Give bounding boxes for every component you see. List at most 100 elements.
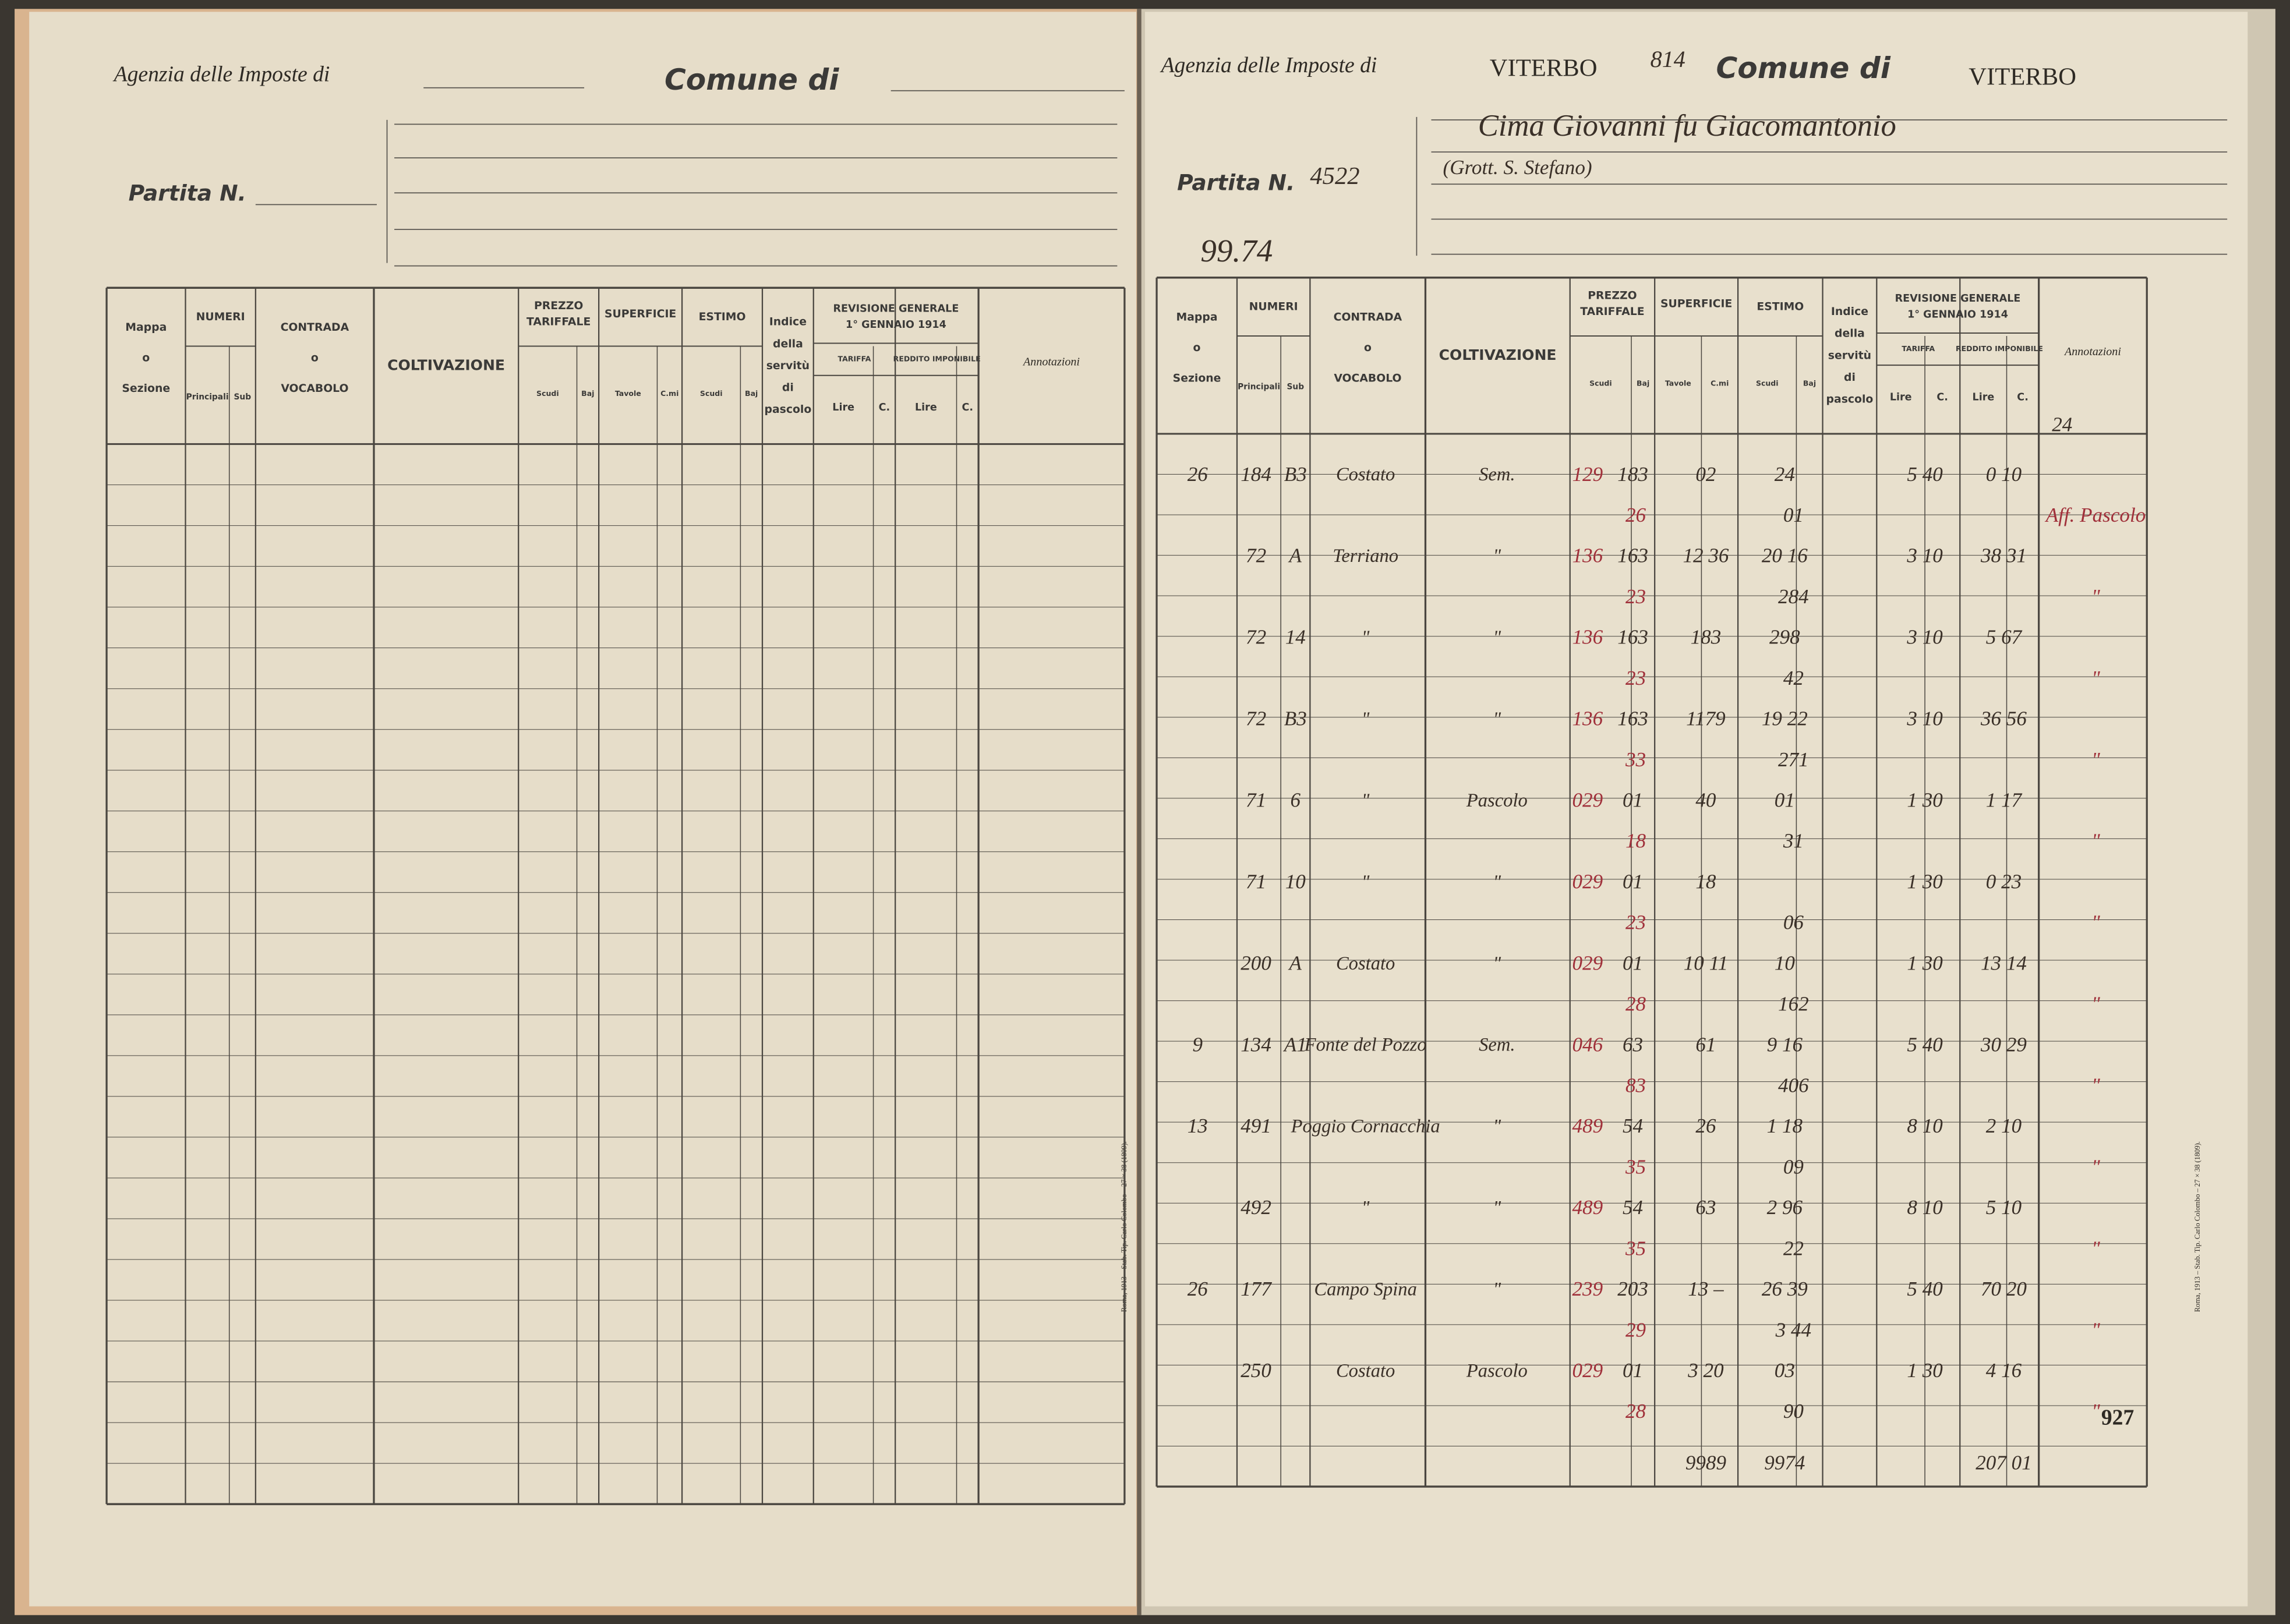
header-label: REVISIONE GENERALE (833, 303, 959, 315)
header-label: Lire (1973, 391, 1995, 403)
entry-prezzo: 01 (1623, 951, 1643, 974)
entry-estimo-2: 42 (1783, 667, 1804, 689)
entry-classe: 18 (1625, 830, 1646, 852)
entry-tariffa: 1 30 (1907, 1359, 1943, 1382)
header-label: C.mi (660, 389, 678, 398)
entry-estimo-2: 271 (1778, 748, 1809, 771)
header-label: Baj (581, 389, 594, 398)
total-estimo: 9974 (1764, 1451, 1805, 1474)
entry-estimo: 01 (1775, 789, 1795, 812)
header-label: Sezione (1173, 373, 1221, 385)
entry-principali: 71 (1246, 789, 1266, 812)
entry-reddito: 5 67 (1986, 626, 2023, 649)
entry-principali: 72 (1246, 626, 1266, 649)
header-label: della (773, 338, 803, 350)
entry-coltivazione: Pascolo (1466, 790, 1528, 811)
note: 99.74 (1200, 233, 1273, 268)
entry-superficie: 40 (1695, 789, 1716, 812)
entry-contrada: Costato (1336, 953, 1395, 974)
header-label: SUPERFICIE (605, 308, 676, 320)
entry-prezzo-red: 239 (1572, 1278, 1603, 1300)
entry-annotazione: Aff. Pascolo (2045, 504, 2146, 526)
entry-prezzo-red: 046 (1572, 1033, 1603, 1056)
entry-superficie: 63 (1695, 1196, 1716, 1219)
header-label: TARIFFA (838, 355, 871, 363)
header-label: pascolo (1826, 394, 1874, 406)
entry-estimo-2: 09 (1783, 1155, 1804, 1178)
header-label: servitù (766, 360, 810, 372)
final-note: 927 (2101, 1405, 2134, 1430)
entry-tariffa: 3 10 (1906, 626, 1943, 649)
entry-coltivazione: " (1493, 953, 1501, 974)
entry-coltivazione: " (1493, 1198, 1501, 1219)
entry-annotazione: " (2091, 1074, 2100, 1097)
header-label: Scudi (536, 389, 559, 398)
entry-estimo-2: 284 (1778, 585, 1809, 608)
entry-mappa: 9 (1193, 1033, 1203, 1056)
entry-superficie: 12 36 (1683, 544, 1729, 567)
entry-reddito: 13 14 (1981, 951, 2027, 974)
entry-tariffa: 5 40 (1907, 1278, 1943, 1300)
entry-annotazione: " (2091, 830, 2100, 852)
header-label: COLTIVAZIONE (387, 356, 505, 373)
entry-prezzo: 54 (1623, 1114, 1643, 1137)
entry-classe: 29 (1625, 1318, 1646, 1341)
entry-estimo: 9 16 (1767, 1033, 1803, 1056)
entry-prezzo: 01 (1623, 1359, 1643, 1382)
entry-reddito: 4 16 (1986, 1359, 2022, 1382)
entry-classe: 35 (1625, 1237, 1646, 1259)
entry-tariffa: 1 30 (1907, 870, 1943, 893)
entry-estimo-2: 162 (1778, 993, 1809, 1016)
entry-estimo: 2 96 (1767, 1196, 1803, 1219)
entry-prezzo-red: 136 (1572, 626, 1603, 649)
header-label: C. (1936, 391, 1948, 403)
entry-reddito: 30 29 (1980, 1033, 2027, 1056)
partita-label: Partita N. (1177, 170, 1295, 196)
header-label: Lire (915, 402, 937, 413)
header-label: Tavole (615, 389, 641, 398)
entry-prezzo: 163 (1617, 707, 1648, 730)
entry-principali: 184 (1241, 463, 1271, 486)
entry-coltivazione: " (1493, 546, 1501, 567)
entry-prezzo: 203 (1617, 1278, 1648, 1300)
entry-sub: A (1288, 544, 1302, 567)
header-label: Lire (1890, 391, 1912, 403)
total-reddito: 207 01 (1976, 1451, 2032, 1474)
entry-sub: A1 (1283, 1033, 1307, 1056)
entry-coltivazione: Pascolo (1466, 1360, 1528, 1381)
header-label: o (311, 352, 319, 364)
header-label: REDDITO IMPONIBILE (1956, 344, 2043, 353)
entry-estimo: 03 (1775, 1359, 1795, 1382)
entry-superficie: 183 (1691, 626, 1722, 649)
entry-tariffa: 8 10 (1907, 1196, 1943, 1219)
entry-estimo-2: 90 (1783, 1400, 1804, 1423)
entry-coltivazione: " (1493, 1279, 1501, 1300)
entry-sub: B3 (1284, 463, 1307, 486)
header-label: C. (962, 402, 974, 413)
entry-tariffa: 8 10 (1907, 1114, 1943, 1137)
header-label: COLTIVAZIONE (1439, 346, 1557, 363)
entry-principali: 200 (1241, 951, 1271, 974)
header-label: Principali (186, 392, 229, 402)
header-label: Lire (832, 402, 854, 413)
entry-coltivazione: Sem. (1479, 464, 1515, 485)
header-label: di (782, 382, 794, 394)
entry-principali: 72 (1246, 544, 1266, 567)
header-label: ESTIMO (699, 311, 746, 323)
header-label: TARIFFA (1902, 344, 1935, 353)
entry-reddito: 0 23 (1986, 870, 2022, 893)
entry-annotazione: " (2091, 1155, 2100, 1178)
entry-reddito: 38 31 (1980, 544, 2027, 567)
header-label: servitù (1828, 349, 1871, 362)
entry-principali: 71 (1246, 870, 1266, 893)
form-lines (255, 87, 2228, 267)
entry-contrada: Campo Spina (1314, 1279, 1416, 1300)
header-label: pascolo (765, 404, 812, 416)
header-label: Mappa (1176, 311, 1218, 323)
entry-prezzo-red: 489 (1572, 1196, 1603, 1219)
header-label: ESTIMO (1757, 300, 1804, 313)
entry-estimo: 19 22 (1762, 707, 1808, 730)
entry-reddito: 70 20 (1981, 1278, 2027, 1300)
entry-contrada: " (1362, 627, 1370, 648)
total-superficie: 9989 (1685, 1451, 1726, 1474)
